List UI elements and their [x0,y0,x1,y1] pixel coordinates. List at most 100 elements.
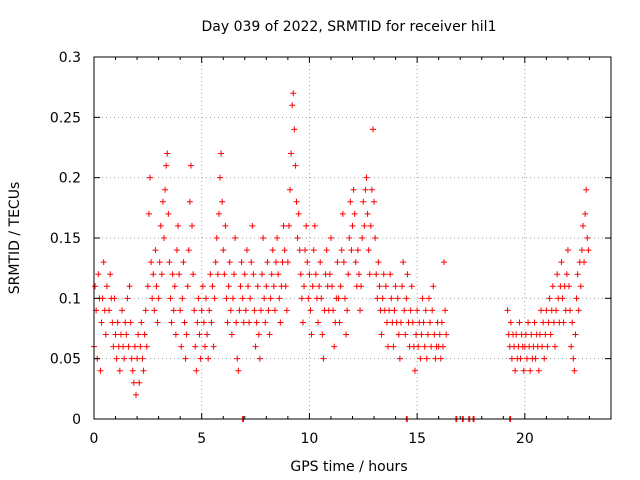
data-point [187,162,194,169]
data-point [259,271,266,278]
data-point [231,271,238,278]
data-point [233,319,240,326]
data-point [114,319,121,326]
data-point [222,222,229,229]
data-point [273,259,280,266]
y-tick-label: 0.1 [59,291,81,307]
axis-ticks: 0 5 10 15 20 0 0.05 0.1 0.15 0.2 0.25 0.3 [50,50,612,447]
x-axis-label: GPS time / hours [290,459,407,475]
data-point [427,319,434,326]
data-point [162,186,169,193]
data-point [248,259,255,266]
data-point [531,319,538,326]
data-point [411,367,418,374]
data-point [376,283,383,290]
data-point [298,295,305,302]
data-point [234,355,241,362]
data-point [350,186,357,193]
data-point [423,355,430,362]
data-point [374,295,381,302]
data-point [156,259,163,266]
data-point [391,307,398,314]
data-point [137,343,144,350]
data-point [224,319,231,326]
y-axis-label: SRMTID / TECUs [7,182,23,295]
data-point [330,307,337,314]
data-point [139,355,146,362]
data-point [513,331,520,338]
data-point [99,295,106,302]
data-point [417,355,424,362]
data-point [123,331,130,338]
data-point [167,295,174,302]
data-point [392,283,399,290]
data-point [395,331,402,338]
data-point [198,307,205,314]
data-point [178,343,185,350]
data-point [279,259,286,266]
data-point [283,307,290,314]
data-point [288,150,295,157]
data-point [92,283,99,290]
data-point [583,186,590,193]
data-point [551,343,558,350]
data-point [284,259,291,266]
data-point [299,319,306,326]
data-point [352,259,359,266]
data-point [359,235,366,241]
data-point [253,319,260,326]
data-point [304,259,311,266]
data-point [507,319,514,326]
data-point [346,235,353,241]
data-point [338,247,345,254]
data-point [182,355,189,362]
data-point [227,307,234,314]
data-point [110,343,117,350]
data-point [339,210,346,217]
data-point [129,367,136,374]
data-point [536,331,543,338]
data-point [250,271,257,278]
data-point [525,319,532,326]
data-point [116,367,123,374]
data-points [91,90,592,422]
data-point [128,355,135,362]
y-tick-label: 0.25 [50,110,81,126]
data-point [394,295,401,302]
data-point [532,355,539,362]
data-point [317,259,324,266]
data-point [285,222,292,229]
data-point [351,210,358,217]
data-point [135,331,142,338]
data-point [194,319,201,326]
data-point [260,235,267,241]
data-point [387,271,394,278]
data-point [574,271,581,278]
data-point [268,271,275,278]
data-point [113,355,120,362]
data-point [550,319,557,326]
data-point [180,259,187,266]
data-point [193,367,200,374]
data-point [375,259,382,266]
data-point [242,307,249,314]
data-point [159,198,166,205]
data-point [209,283,216,290]
data-point [326,271,333,278]
data-point [205,355,212,362]
y-tick-label: 0.05 [50,352,81,368]
data-point [379,295,386,302]
data-point [386,307,393,314]
data-point [311,222,318,229]
x-tick-label: 10 [301,431,319,447]
data-point [170,307,177,314]
data-point [264,259,271,266]
data-point [165,210,172,217]
data-point [368,186,375,193]
data-point [296,247,303,254]
data-point [297,271,304,278]
data-point [184,283,191,290]
data-point [372,235,379,241]
data-point [523,355,530,362]
